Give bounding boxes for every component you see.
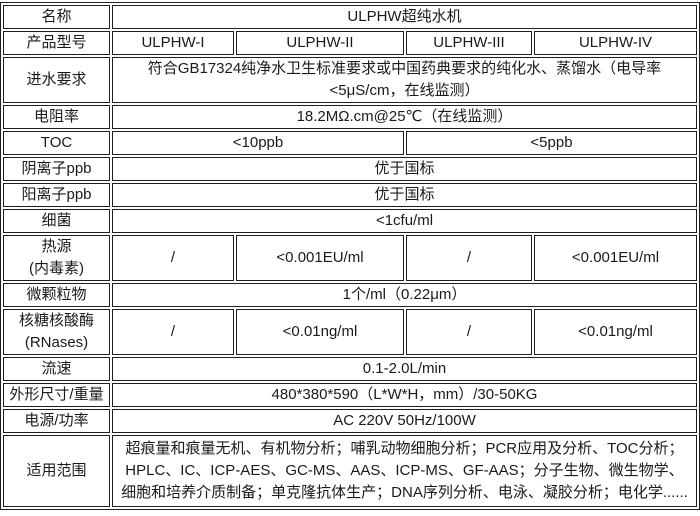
model-cell: ULPHW-I bbox=[112, 31, 234, 55]
row-value: <1cfu/ml bbox=[112, 209, 697, 233]
rnase-cell: <0.01ng/ml bbox=[534, 309, 697, 355]
row-label: 阴离子ppb bbox=[3, 157, 110, 181]
pyrogen-cell: / bbox=[406, 235, 532, 281]
row-label: 进水要求 bbox=[3, 57, 110, 103]
spec-row-bacteria: 细菌 <1cfu/ml bbox=[3, 209, 697, 233]
row-value: 超痕量和痕量无机、有机物分析；哺乳动物细胞分析；PCR应用及分析、TOC分析；H… bbox=[112, 435, 697, 507]
row-value: 480*380*590（L*W*H，mm）/30-50KG bbox=[112, 383, 697, 407]
spec-row-flow: 流速 0.1-2.0L/min bbox=[3, 357, 697, 381]
rnase-cell: / bbox=[112, 309, 234, 355]
pyrogen-cell: <0.001EU/ml bbox=[236, 235, 404, 281]
spec-row-inlet: 进水要求 符合GB17324纯净水卫生标准要求或中国药典要求的纯化水、蒸馏水（电… bbox=[3, 57, 697, 103]
spec-row-model: 产品型号 ULPHW-I ULPHW-II ULPHW-III ULPHW-IV bbox=[3, 31, 697, 55]
spec-row-rnases: 核糖核酸酶 (RNases) / <0.01ng/ml / <0.01ng/ml bbox=[3, 309, 697, 355]
spec-row-name: 名称 ULPHW超纯水机 bbox=[3, 5, 697, 29]
row-value: 优于国标 bbox=[112, 183, 697, 207]
row-label: 流速 bbox=[3, 357, 110, 381]
row-label: 电阻率 bbox=[3, 105, 110, 129]
model-cell: ULPHW-IV bbox=[534, 31, 697, 55]
spec-row-application: 适用范围 超痕量和痕量无机、有机物分析；哺乳动物细胞分析；PCR应用及分析、TO… bbox=[3, 435, 697, 507]
row-value: 18.2MΩ.cm@25℃（在线监测） bbox=[112, 105, 697, 129]
row-label: 微颗粒物 bbox=[3, 283, 110, 307]
pyrogen-cell: <0.001EU/ml bbox=[534, 235, 697, 281]
row-label: 热源 (内毒素) bbox=[3, 235, 110, 281]
spec-row-pyrogen: 热源 (内毒素) / <0.001EU/ml / <0.001EU/ml bbox=[3, 235, 697, 281]
row-value: 0.1-2.0L/min bbox=[112, 357, 697, 381]
row-value: <5ppb bbox=[406, 131, 697, 155]
model-cell: ULPHW-III bbox=[406, 31, 532, 55]
spec-row-resistivity: 电阻率 18.2MΩ.cm@25℃（在线监测） bbox=[3, 105, 697, 129]
row-label: 产品型号 bbox=[3, 31, 110, 55]
row-label: 适用范围 bbox=[3, 435, 110, 507]
row-label: 核糖核酸酶 (RNases) bbox=[3, 309, 110, 355]
spec-row-anion: 阴离子ppb 优于国标 bbox=[3, 157, 697, 181]
row-label: 电源/功率 bbox=[3, 409, 110, 433]
spec-row-toc: TOC <10ppb <5ppb bbox=[3, 131, 697, 155]
row-label: TOC bbox=[3, 131, 110, 155]
pyrogen-cell: / bbox=[112, 235, 234, 281]
row-label: 细菌 bbox=[3, 209, 110, 233]
spec-row-particles: 微颗粒物 1个/ml（0.22μm） bbox=[3, 283, 697, 307]
row-label: 阳离子ppb bbox=[3, 183, 110, 207]
row-label: 名称 bbox=[3, 5, 110, 29]
spec-row-cation: 阳离子ppb 优于国标 bbox=[3, 183, 697, 207]
row-value: AC 220V 50Hz/100W bbox=[112, 409, 697, 433]
model-cell: ULPHW-II bbox=[236, 31, 404, 55]
rnase-cell: <0.01ng/ml bbox=[236, 309, 404, 355]
row-value: 优于国标 bbox=[112, 157, 697, 181]
spec-row-size: 外形尺寸/重量 480*380*590（L*W*H，mm）/30-50KG bbox=[3, 383, 697, 407]
row-label: 外形尺寸/重量 bbox=[3, 383, 110, 407]
spec-row-power: 电源/功率 AC 220V 50Hz/100W bbox=[3, 409, 697, 433]
row-value: <10ppb bbox=[112, 131, 404, 155]
rnase-cell: / bbox=[406, 309, 532, 355]
row-value: ULPHW超纯水机 bbox=[112, 5, 697, 29]
row-value: 符合GB17324纯净水卫生标准要求或中国药典要求的纯化水、蒸馏水（电导率<5μ… bbox=[112, 57, 697, 103]
row-value: 1个/ml（0.22μm） bbox=[112, 283, 697, 307]
